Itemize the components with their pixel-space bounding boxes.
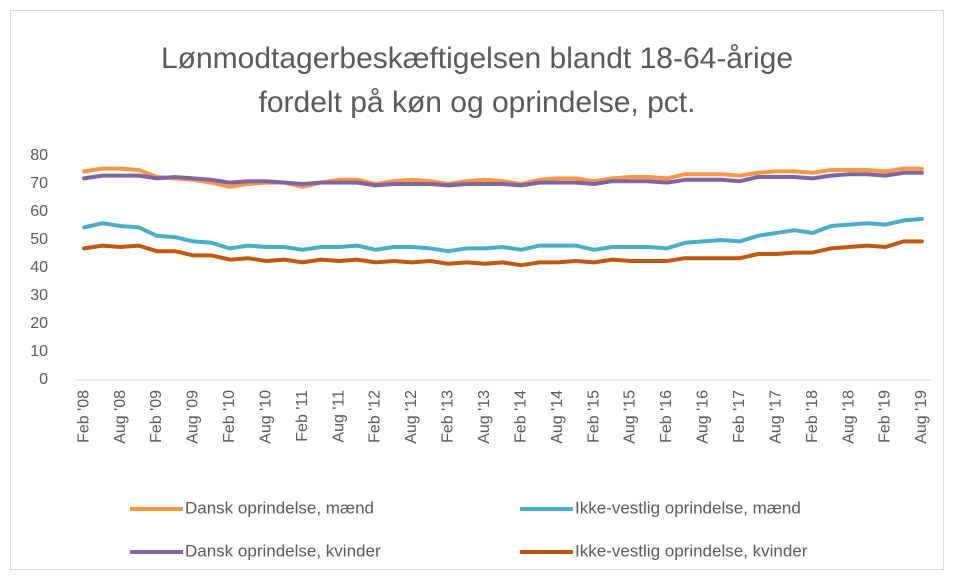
- y-tick-label: 50: [30, 231, 48, 248]
- x-tick-label: Feb '17: [731, 390, 748, 443]
- x-tick-label: Aug '14: [549, 390, 566, 444]
- x-tick-label: Feb '13: [440, 390, 457, 443]
- y-tick-label: 70: [30, 175, 48, 192]
- chart-title: fordelt på køn og oprindelse, pct.: [259, 86, 696, 119]
- y-tick-label: 60: [30, 203, 48, 220]
- x-tick-label: Feb '14: [512, 390, 529, 443]
- x-tick-label: Aug '16: [695, 390, 712, 444]
- x-tick-label: Aug '13: [476, 390, 493, 444]
- x-tick-label: Aug '11: [330, 390, 347, 443]
- x-tick-label: Feb '10: [221, 390, 238, 443]
- legend-label: Dansk oprindelse, mænd: [185, 498, 374, 517]
- y-tick-label: 10: [30, 343, 48, 360]
- y-tick-label: 0: [39, 371, 48, 388]
- legend-label: Dansk oprindelse, kvinder: [185, 541, 381, 560]
- x-tick-label: Aug '08: [112, 390, 129, 444]
- x-tick-label: Feb '18: [804, 390, 821, 443]
- chart-title: Lønmodtagerbeskæftigelsen blandt 18-64-å…: [161, 42, 793, 75]
- y-tick-label: 30: [30, 287, 48, 304]
- y-tick-label: 80: [30, 147, 48, 164]
- y-tick-label: 20: [30, 315, 48, 332]
- x-tick-label: Feb '09: [148, 390, 165, 443]
- x-tick-label: Aug '18: [840, 390, 857, 444]
- x-tick-label: Aug '09: [185, 390, 202, 444]
- legend-label: Ikke-vestlig oprindelse, mænd: [575, 498, 801, 517]
- x-tick-label: Aug '15: [622, 390, 639, 444]
- x-tick-label: Feb '19: [877, 390, 894, 443]
- x-tick-label: Feb '08: [75, 390, 92, 443]
- x-tick-label: Feb '15: [585, 390, 602, 443]
- series-line: [82, 217, 924, 254]
- series-line: [82, 166, 924, 189]
- x-tick-label: Aug '17: [767, 390, 784, 444]
- series-line: [82, 170, 924, 188]
- series-line: [82, 239, 924, 268]
- x-tick-label: Feb '12: [367, 390, 384, 443]
- x-tick-label: Aug '19: [913, 390, 930, 444]
- x-tick-label: Aug '12: [403, 390, 420, 444]
- x-tick-label: Feb '16: [658, 390, 675, 443]
- y-tick-label: 40: [30, 259, 48, 276]
- chart-border: [10, 10, 944, 570]
- legend-label: Ikke-vestlig oprindelse, kvinder: [575, 541, 808, 560]
- x-tick-label: Feb '11: [294, 390, 311, 442]
- x-tick-label: Aug '10: [257, 390, 274, 444]
